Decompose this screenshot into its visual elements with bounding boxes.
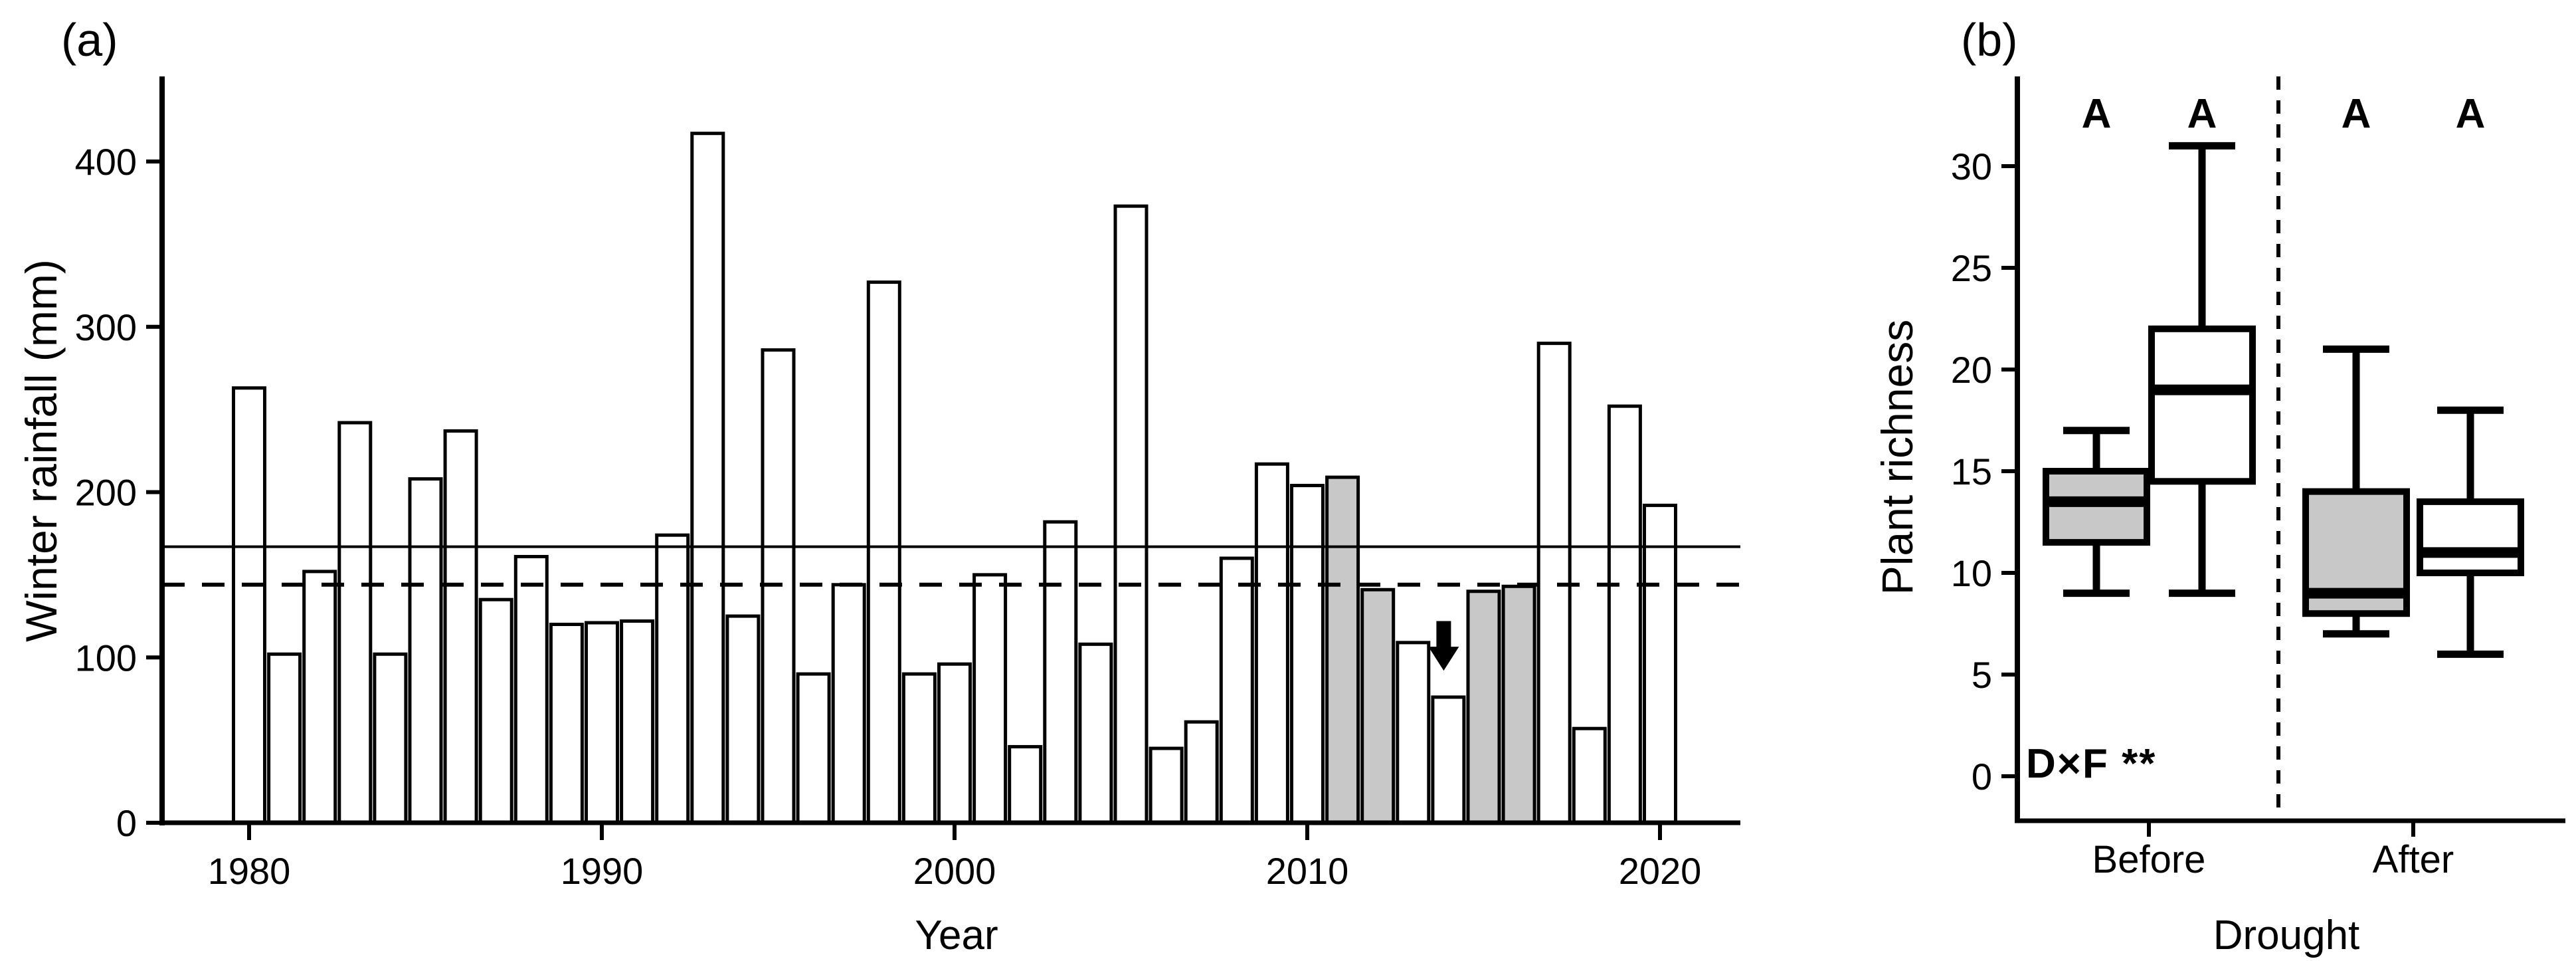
x-tick-label: 1990 xyxy=(561,850,644,892)
down-arrow-icon xyxy=(1428,621,1459,671)
panel-a-x-axis-title: Year xyxy=(915,912,998,958)
group-label-before: Before xyxy=(2092,838,2206,881)
box-before-white xyxy=(2148,325,2256,485)
bar-1987 xyxy=(478,597,513,825)
bar-1997 xyxy=(831,583,866,825)
panel-b-plot: A A A A 0 5 10 15 20 25 30 xyxy=(1951,76,2565,837)
bar-1982 xyxy=(302,570,337,825)
x-tick-label: 2020 xyxy=(1619,850,1702,892)
x-tick-label: 2000 xyxy=(913,850,996,892)
bar-2011 xyxy=(1325,475,1360,825)
y-tick-label: 25 xyxy=(1951,247,1992,289)
bar-1988 xyxy=(513,555,549,825)
bar-2007 xyxy=(1184,720,1219,825)
y-tick-label: 400 xyxy=(75,141,137,183)
bar-1983 xyxy=(337,421,373,825)
y-tick-label: 0 xyxy=(116,802,137,844)
bar-2020 xyxy=(1643,503,1677,825)
interaction-significance-annotation: D×F ** xyxy=(2026,741,2157,787)
bar-1986 xyxy=(443,429,478,825)
bar-2016 xyxy=(1501,584,1536,825)
bar-2004 xyxy=(1078,642,1113,825)
significance-letter-before-gray: A xyxy=(2082,91,2112,137)
y-tick-label: 100 xyxy=(75,637,137,679)
bar-2012 xyxy=(1360,587,1396,825)
bar-1996 xyxy=(796,672,831,825)
box-after-white xyxy=(2417,498,2524,577)
bar-1980 xyxy=(232,386,266,825)
bar-2019 xyxy=(1607,404,1642,825)
bar-2018 xyxy=(1572,726,1607,825)
bar-1984 xyxy=(373,652,408,825)
significance-letter-before-white: A xyxy=(2187,91,2217,137)
panel-a-plot: 0 100 200 300 400 1980 1990 2000 2010 2020 xyxy=(75,76,1740,892)
bar-1992 xyxy=(655,533,690,825)
bar-1981 xyxy=(267,652,302,825)
bar-1998 xyxy=(866,280,901,825)
bar-2014 xyxy=(1431,695,1466,825)
bar-2013 xyxy=(1396,641,1431,825)
bar-2015 xyxy=(1466,589,1501,825)
significance-letter-after-gray: A xyxy=(2342,91,2371,137)
bar-2003 xyxy=(1043,520,1078,825)
y-tick-label: 300 xyxy=(75,306,137,348)
y-tick-label: 5 xyxy=(1972,654,1992,696)
group-label-after: After xyxy=(2372,838,2454,881)
bar-1985 xyxy=(408,477,443,825)
significance-letter-after-white: A xyxy=(2456,91,2486,137)
y-tick-label: 15 xyxy=(1951,451,1992,492)
y-tick-label: 20 xyxy=(1951,349,1992,391)
bar-2000 xyxy=(937,662,972,825)
bar-1990 xyxy=(585,621,619,825)
bar-1999 xyxy=(901,672,937,825)
y-tick-label: 30 xyxy=(1951,146,1992,187)
y-tick-label: 10 xyxy=(1951,552,1992,594)
bar-2002 xyxy=(1008,745,1043,825)
panel-a-label: (a) xyxy=(61,14,118,66)
panel-b-x-axis-title: Drought xyxy=(2213,912,2360,958)
x-tick-label: 1980 xyxy=(208,850,291,892)
panel-a-y-axis-title: Winter rainfall (mm) xyxy=(17,259,66,642)
bar-2001 xyxy=(972,573,1008,825)
y-tick-label: 200 xyxy=(75,472,137,514)
bar-2008 xyxy=(1219,556,1254,825)
bar-1994 xyxy=(725,614,761,825)
bar-1993 xyxy=(690,132,725,825)
bar-1991 xyxy=(620,619,655,825)
bar-2009 xyxy=(1254,462,1289,825)
panel-b-y-axis-title: Plant richness xyxy=(1873,319,1922,595)
y-tick-label: 0 xyxy=(1972,756,1992,798)
x-tick-label: 2010 xyxy=(1266,850,1349,892)
bar-2005 xyxy=(1113,204,1149,825)
bar-2010 xyxy=(1290,484,1325,825)
bar-2006 xyxy=(1149,746,1184,825)
panel-b-label: (b) xyxy=(1961,14,2018,66)
bar-1989 xyxy=(549,623,584,825)
